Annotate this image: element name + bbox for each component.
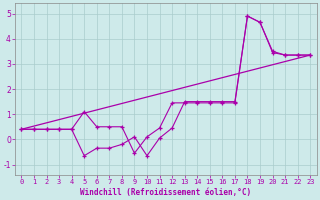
X-axis label: Windchill (Refroidissement éolien,°C): Windchill (Refroidissement éolien,°C)	[80, 188, 252, 197]
